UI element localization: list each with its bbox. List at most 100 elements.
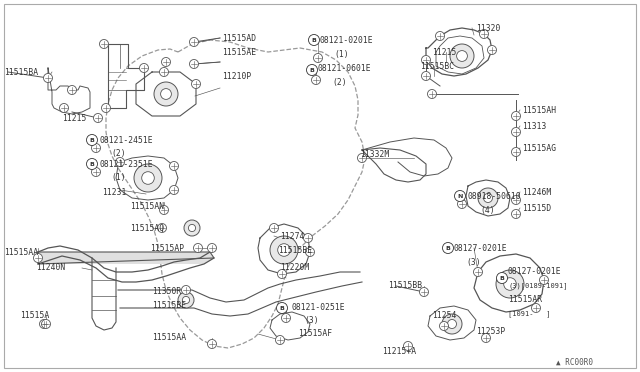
Circle shape	[422, 71, 431, 80]
Circle shape	[269, 224, 278, 232]
Circle shape	[182, 285, 191, 295]
Text: 11515AN: 11515AN	[130, 202, 164, 211]
Circle shape	[511, 148, 520, 157]
Circle shape	[102, 103, 111, 112]
Circle shape	[312, 76, 321, 84]
Text: B: B	[312, 38, 316, 42]
Circle shape	[454, 190, 465, 202]
Circle shape	[305, 247, 314, 257]
Circle shape	[478, 188, 498, 208]
Text: (2): (2)	[111, 148, 125, 157]
Text: 11215: 11215	[432, 48, 456, 57]
Circle shape	[191, 80, 200, 89]
Text: [1091-   ]: [1091- ]	[508, 311, 550, 317]
Text: 11332M: 11332M	[360, 150, 389, 158]
Circle shape	[307, 64, 317, 76]
Circle shape	[435, 32, 445, 41]
Text: 11515BB: 11515BB	[388, 282, 422, 291]
Circle shape	[40, 320, 49, 328]
Text: 11240N: 11240N	[36, 263, 65, 273]
Circle shape	[189, 60, 198, 68]
Text: B: B	[500, 276, 504, 280]
Text: B: B	[445, 246, 451, 250]
Circle shape	[207, 244, 216, 253]
Text: (2): (2)	[332, 77, 347, 87]
Circle shape	[456, 51, 467, 61]
Text: 08121-0201E: 08121-0201E	[320, 35, 374, 45]
Circle shape	[184, 220, 200, 236]
Circle shape	[161, 58, 170, 67]
Text: (3)[0189-1091]: (3)[0189-1091]	[508, 283, 568, 289]
Text: 11515BE: 11515BE	[152, 301, 186, 311]
Text: 11515AA: 11515AA	[152, 334, 186, 343]
Circle shape	[442, 314, 462, 334]
Circle shape	[93, 113, 102, 122]
Circle shape	[86, 135, 97, 145]
Circle shape	[67, 86, 77, 94]
Text: 08127-0201E: 08127-0201E	[454, 244, 508, 253]
Circle shape	[488, 45, 497, 55]
Circle shape	[275, 336, 285, 344]
Circle shape	[161, 89, 172, 99]
Circle shape	[511, 112, 520, 121]
Text: 11515D: 11515D	[522, 203, 551, 212]
Text: 08918-50610: 08918-50610	[468, 192, 522, 201]
Text: 11515AD: 11515AD	[222, 33, 256, 42]
Text: 11515BE: 11515BE	[278, 246, 312, 254]
Text: N: N	[458, 193, 463, 199]
Text: 11515AG: 11515AG	[522, 144, 556, 153]
Circle shape	[207, 340, 216, 349]
Circle shape	[511, 128, 520, 137]
Circle shape	[447, 320, 456, 328]
Text: 11215+A: 11215+A	[382, 347, 416, 356]
Text: 11253P: 11253P	[476, 327, 505, 337]
Circle shape	[540, 276, 548, 285]
Text: 11350R: 11350R	[152, 288, 181, 296]
Text: (4): (4)	[480, 205, 495, 215]
Text: 11515AQ: 11515AQ	[130, 224, 164, 232]
Circle shape	[496, 270, 524, 298]
Circle shape	[140, 64, 148, 73]
Circle shape	[442, 243, 454, 253]
Circle shape	[504, 278, 516, 290]
Circle shape	[182, 296, 189, 304]
Circle shape	[479, 29, 488, 38]
Circle shape	[159, 67, 168, 77]
Text: 11515AR: 11515AR	[508, 295, 542, 305]
Circle shape	[134, 164, 162, 192]
Text: 11274: 11274	[280, 231, 305, 241]
Polygon shape	[38, 252, 214, 264]
Circle shape	[428, 90, 436, 99]
Text: 11515AE: 11515AE	[222, 48, 256, 57]
Circle shape	[403, 341, 413, 350]
Text: B: B	[280, 305, 284, 311]
Circle shape	[44, 74, 52, 83]
Circle shape	[60, 103, 68, 112]
Text: 11231: 11231	[102, 187, 126, 196]
Text: 11210P: 11210P	[222, 71, 252, 80]
Text: B: B	[310, 67, 314, 73]
Circle shape	[141, 172, 154, 184]
Circle shape	[157, 224, 166, 232]
Text: 11515AP: 11515AP	[150, 244, 184, 253]
Text: 08121-0251E: 08121-0251E	[292, 304, 346, 312]
Circle shape	[282, 314, 291, 323]
Circle shape	[178, 292, 194, 308]
Circle shape	[170, 161, 179, 170]
Circle shape	[270, 236, 298, 264]
Text: 11515A: 11515A	[20, 311, 49, 321]
Circle shape	[188, 224, 196, 232]
Text: 08127-0201E: 08127-0201E	[508, 267, 562, 276]
Circle shape	[303, 234, 312, 243]
Circle shape	[450, 44, 474, 68]
Circle shape	[511, 196, 520, 205]
Circle shape	[193, 244, 202, 253]
Circle shape	[92, 144, 100, 153]
Text: B: B	[90, 138, 95, 142]
Circle shape	[531, 304, 541, 312]
Circle shape	[278, 244, 291, 256]
Text: 11254: 11254	[432, 311, 456, 321]
Circle shape	[92, 167, 100, 176]
Text: 08121-2451E: 08121-2451E	[99, 135, 152, 144]
Circle shape	[483, 193, 493, 202]
